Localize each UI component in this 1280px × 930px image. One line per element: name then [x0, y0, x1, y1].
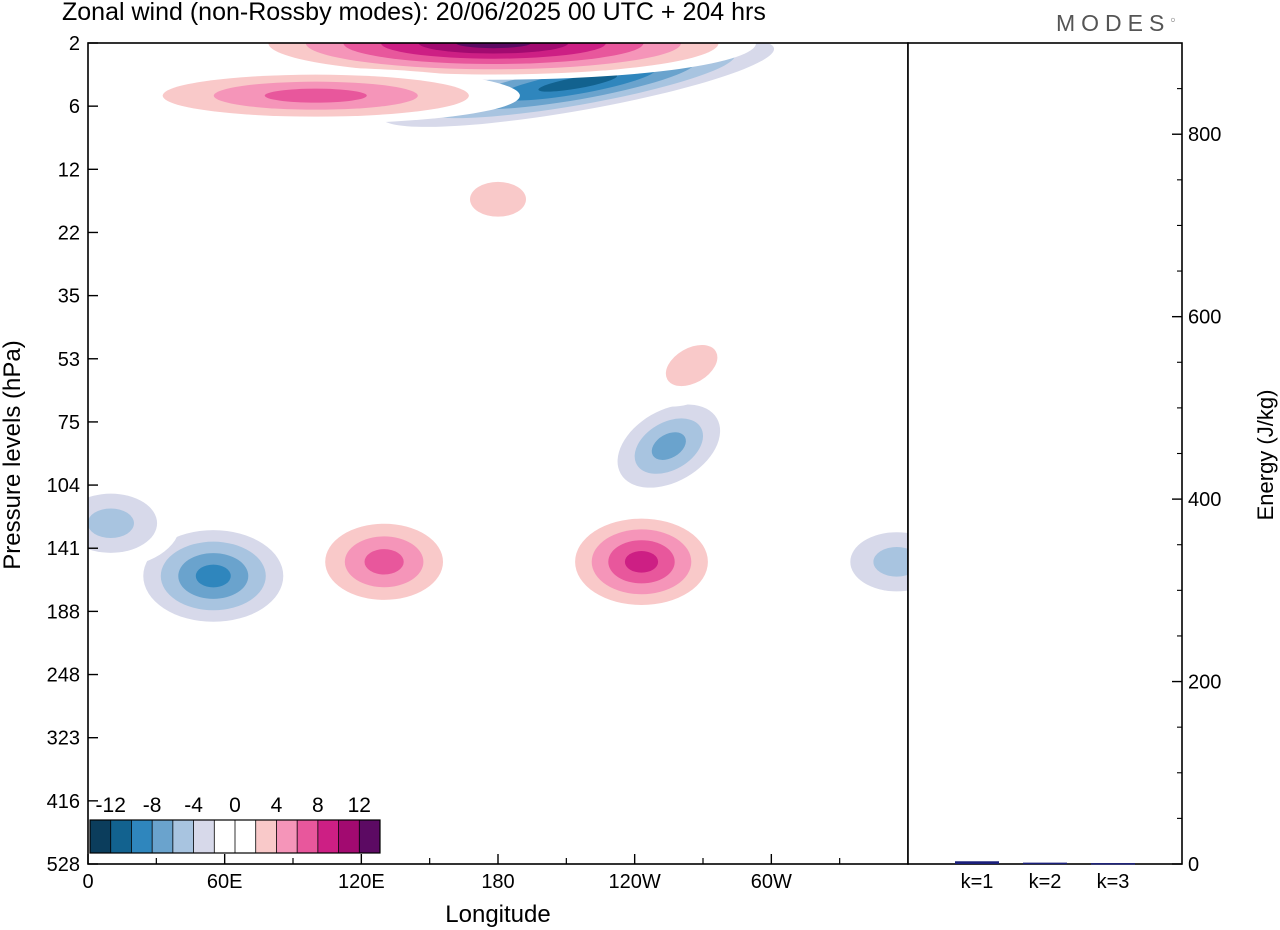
colorbar: -12 -8 -4 0 4 8 12: [89, 794, 381, 854]
wind-contour: [264, 88, 367, 103]
colorbar-swatch: [131, 820, 153, 853]
modes-logo: MODES○: [1056, 10, 1176, 36]
wind-anomaly-11: [827, 517, 908, 607]
x-axis: 0 60E 120E 180 120W 60W: [82, 854, 841, 893]
energy-tick-label: 600: [1188, 307, 1221, 329]
energy-bar-label: k=3: [1097, 871, 1130, 893]
colorbar-label: 8: [312, 794, 324, 817]
colorbar-swatch: [317, 820, 339, 853]
wind-anomaly-3: [125, 518, 301, 634]
y-tick-label: 53: [58, 349, 80, 371]
wind-contour: [651, 432, 686, 460]
chart-title: Zonal wind (non-Rossby modes): 20/06/202…: [62, 0, 766, 26]
wind-anomaly-5: [305, 511, 463, 613]
wind-anomaly-6: [558, 507, 725, 616]
y-tick-label: 416: [47, 791, 80, 813]
colorbar-swatch: [297, 820, 319, 853]
energy-tick-label: 800: [1188, 124, 1221, 146]
x-tick-label: 180: [481, 871, 514, 893]
wind-contour: [364, 549, 404, 575]
x-tick-label: 120W: [609, 871, 661, 893]
y-tick-label: 35: [58, 286, 80, 308]
y-tick-label: 75: [58, 412, 80, 434]
colorbar-swatch: [255, 820, 277, 853]
y-tick-label: 188: [47, 601, 80, 623]
colorbar-swatch: [338, 820, 360, 853]
y-tick-label: 104: [47, 475, 80, 497]
wind-contour: [873, 547, 908, 577]
colorbar-swatch: [172, 820, 194, 853]
wind-anomaly-2: [111, 67, 520, 124]
wind-contour: [88, 508, 134, 539]
colorbar-swatch: [90, 820, 112, 853]
energy-bar-label: k=2: [1029, 871, 1062, 893]
colorbar-label: 12: [348, 794, 371, 817]
wind-contour: [470, 181, 526, 217]
colorbar-swatch: [110, 820, 132, 853]
wind-anomaly-7: [600, 390, 738, 502]
colorbar-label: -8: [143, 794, 162, 817]
energy-panel-frame: [907, 42, 1183, 865]
wind-contour: [624, 551, 659, 573]
wind-anomaly-8: [640, 324, 744, 407]
x-tick-label: 60W: [751, 871, 792, 893]
y-tick-label: 12: [58, 159, 80, 181]
y-tick-label: 528: [47, 854, 80, 876]
wind-contour: [538, 74, 618, 92]
wind-field: [88, 43, 908, 634]
wind-contour: [455, 43, 531, 49]
y-tick-label: 323: [47, 728, 80, 750]
x-tick-label: 60E: [207, 871, 243, 893]
colorbar-label: -4: [184, 794, 203, 817]
y-tick-label: 141: [47, 538, 80, 560]
wind-anomaly-4: [88, 478, 181, 568]
wind-contour: [665, 344, 718, 387]
colorbar-swatch: [359, 820, 381, 853]
energy-axis: 0 200 400 600 800: [1172, 88, 1221, 876]
colorbar-swatch: [276, 820, 298, 853]
wind-anomaly-10: [435, 364, 539, 428]
x-axis-label: Longitude: [445, 901, 550, 928]
colorbar-label: 0: [229, 794, 241, 817]
energy-bar: [1091, 863, 1135, 865]
y-axis: 2 6 12 22 35 53 75 104 141 188 248 323 416 528: [47, 33, 98, 876]
energy-tick-label: 400: [1188, 489, 1221, 511]
y-tick-label: 6: [69, 96, 80, 118]
y-axis-label: Pressure levels (hPa): [0, 340, 26, 569]
colorbar-label: -12: [96, 794, 126, 817]
energy-tick-label: 0: [1188, 854, 1199, 876]
colorbar-swatch: [152, 820, 174, 853]
energy-bar-label: k=1: [961, 871, 994, 893]
wind-anomaly-9: [442, 164, 554, 235]
energy-bar: [1023, 862, 1067, 865]
energy-tick-label: 200: [1188, 672, 1221, 694]
energy-bars: k=1 k=2 k=3: [955, 861, 1135, 893]
wind-contour: [418, 43, 569, 54]
energy-bar: [955, 861, 999, 864]
y-tick-label: 2: [69, 33, 80, 55]
brand-text: MODES: [1056, 10, 1171, 36]
x-tick-label: 0: [82, 871, 93, 893]
colorbar-swatch: [235, 820, 257, 853]
energy-axis-label: Energy (J/kg): [1253, 390, 1278, 521]
colorbar-swatch: [193, 820, 215, 853]
y-tick-label: 248: [47, 665, 80, 687]
x-tick-label: 120E: [338, 871, 385, 893]
wind-contour: [435, 364, 539, 428]
y-tick-label: 22: [58, 222, 80, 244]
colorbar-swatch: [214, 820, 236, 853]
colorbar-label: 4: [271, 794, 283, 817]
wind-contour: [195, 564, 231, 588]
